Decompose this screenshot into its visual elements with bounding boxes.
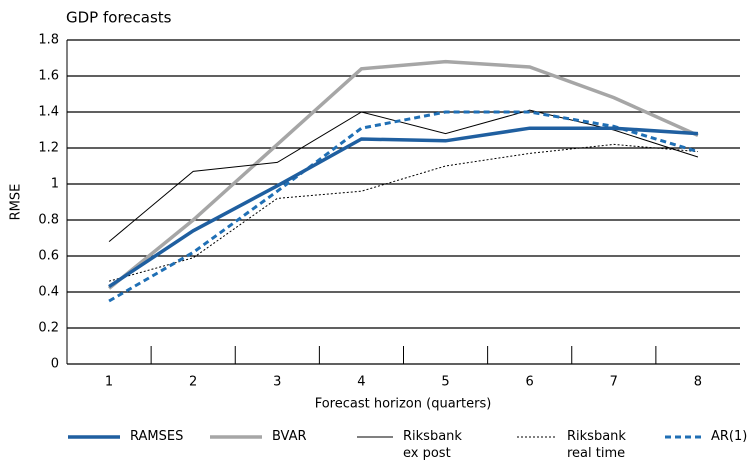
legend-swatch (665, 435, 701, 439)
legend-label: BVAR (272, 429, 307, 444)
legend-item: BVAR (210, 428, 307, 445)
y-tick-label: 0 (51, 357, 59, 372)
legend-item: AR(1) (665, 428, 747, 445)
x-tick-label: 4 (357, 375, 365, 390)
legend-label: Riksbank real time (567, 429, 626, 461)
x-tick-label: 7 (610, 375, 618, 390)
y-tick-label: 0.2 (38, 321, 59, 336)
legend-swatch (357, 436, 393, 438)
y-tick-label: 1.2 (38, 141, 59, 156)
x-tick-label: 8 (694, 375, 702, 390)
legend-swatch (210, 435, 262, 439)
y-tick-label: 1.4 (38, 105, 59, 120)
legend-swatch (517, 436, 557, 438)
series-line (108, 143, 698, 282)
series-line (107, 59, 699, 290)
y-tick-label: 0.4 (38, 285, 59, 300)
legend-item: Riksbank ex post (357, 428, 465, 462)
x-tick-label: 3 (273, 375, 281, 390)
x-tick-label: 5 (441, 375, 449, 390)
x-tick-label: 1 (105, 375, 113, 390)
x-axis-label: Forecast horizon (quarters) (315, 397, 492, 412)
legend-label: RAMSES (130, 429, 184, 444)
series-line (108, 110, 699, 303)
y-axis-label: RMSE (9, 184, 24, 221)
legend-label: Riksbank ex post (403, 429, 462, 461)
legend-item: RAMSES (68, 428, 183, 445)
legend-label: AR(1) (711, 429, 748, 444)
y-tick-label: 1 (51, 177, 59, 192)
legend-swatch (68, 435, 120, 439)
legend-item: Riksbank real time (517, 428, 629, 462)
chart-title: GDP forecasts (66, 9, 172, 27)
y-tick-label: 0.6 (38, 249, 59, 264)
x-tick-label: 2 (189, 375, 197, 390)
x-tick-label: 6 (526, 375, 534, 390)
y-tick-label: 0.8 (38, 213, 59, 228)
y-tick-label: 1.6 (38, 69, 59, 84)
y-tick-label: 1.8 (38, 33, 59, 48)
series-line (108, 126, 699, 289)
